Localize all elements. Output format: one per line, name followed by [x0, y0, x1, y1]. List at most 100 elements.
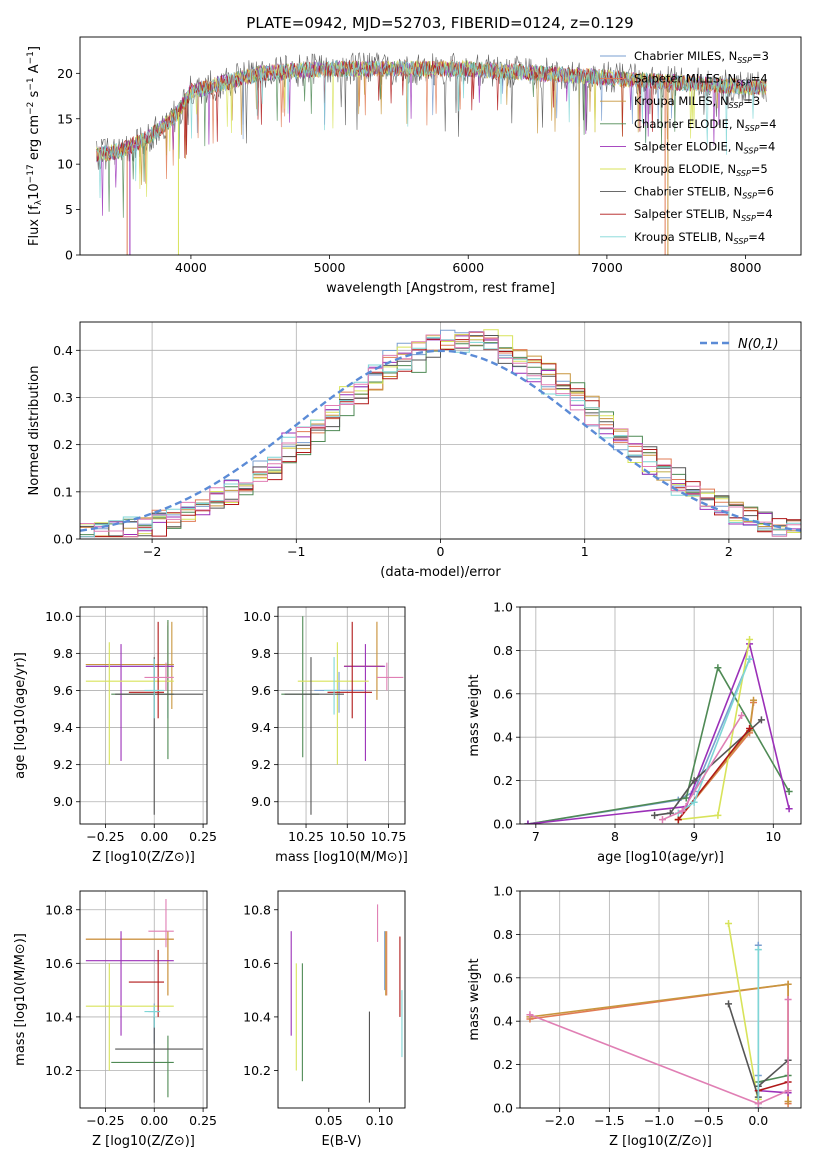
axes-frame	[277, 890, 406, 1109]
weight-marker	[651, 811, 659, 819]
plot-area-mass-vs-Z	[85, 899, 204, 1103]
weight-marker	[784, 980, 792, 988]
y-tick-label: 0	[65, 248, 73, 263]
hist-step-chabrier-miles	[80, 329, 801, 538]
axes-frame	[519, 890, 802, 1109]
x-tick-label: 10.50	[329, 829, 365, 844]
chart-age-vs-mass: 10.25 10.50 10.75 9.0 9.2 9.4 9.6 9.8 10.0 mass […	[243, 606, 408, 865]
x-tick-label: 10.25	[288, 829, 324, 844]
y-tick-label: 0.4	[53, 343, 73, 358]
x-axis-label: E(B-V)	[321, 1134, 361, 1149]
x-tick-label: −0.25	[86, 1113, 124, 1128]
x-tick-label: 8000	[730, 260, 762, 275]
weight-line-salpeter-elodie	[527, 641, 790, 824]
legend-value: =5	[751, 162, 768, 176]
legend-text: Chabrier MILES, N	[634, 49, 737, 63]
legend-value: =6	[757, 185, 774, 199]
legend-value: =4	[758, 139, 775, 153]
x-tick-label: −1.5	[594, 1113, 624, 1128]
x-tick-label: 0.0	[748, 1113, 768, 1128]
y-tick-label: 9.2	[53, 757, 73, 772]
legend-entry: Chabrier STELIB, NSSP=6	[634, 185, 774, 201]
y-axis-label-part: −1	[26, 77, 36, 90]
y-axis-label-part: s	[27, 90, 42, 101]
axes-frame	[79, 606, 208, 825]
chart-residual-hist: N(0,1) −2 −1 0 1 2 0.0 0.1 0.2 0.3 0.4 (data-model)…	[27, 321, 802, 580]
y-tick-label: 15	[57, 111, 73, 126]
y-tick-label: 9.8	[53, 646, 73, 661]
x-axis-label: Z [log10(Z/Z⊙)]	[609, 1134, 712, 1149]
y-axis-label: mass [log10(M/M⊙)]	[13, 933, 28, 1066]
legend-entry: Salpeter MILES, NSSP=4	[634, 72, 768, 88]
legend-entry: Chabrier MILES, NSSP=3	[634, 49, 769, 65]
legend-value: =4	[760, 117, 777, 131]
chart-age-vs-Z: −0.25 0.00 0.25 9.0 9.2 9.4 9.6 9.8 10.0 Z [log10…	[13, 606, 217, 865]
x-tick-label: 0.00	[140, 829, 168, 844]
spectrum-line-kroupa-stelib	[96, 59, 767, 199]
legend-subscript: SSP	[737, 56, 752, 65]
y-axis-label-part: −1	[26, 51, 36, 64]
y-tick-label: 9.2	[251, 757, 271, 772]
x-tick-label: 2	[725, 544, 733, 559]
x-tick-label: 1	[581, 544, 589, 559]
plot-area-mass-weight-vs-age	[524, 636, 793, 824]
legend-subscript: SSP	[741, 214, 756, 223]
x-tick-label: 7	[532, 829, 540, 844]
y-tick-label: 0.2	[53, 437, 73, 452]
chart-mass-weight-vs-Z: −2.0 −1.5 −1.0 −0.5 0.0 0.0 0.2 0.4 0.6 0.8 1.0 Z […	[467, 884, 802, 1149]
weight-marker	[746, 636, 754, 644]
y-tick-label: 10.0	[243, 609, 271, 624]
legend-value: =3	[743, 94, 760, 108]
y-tick-label: 9.6	[53, 683, 73, 698]
legend-subscript: SSP	[745, 124, 760, 133]
spectrum-line-salpeter-stelib	[96, 59, 767, 162]
y-axis-label: mass weight	[467, 674, 482, 756]
legend-text: Salpeter STELIB, N	[634, 207, 741, 221]
legend-entry: Kroupa STELIB, NSSP=4	[634, 230, 765, 246]
x-axis-label: Z [log10(Z/Z⊙)]	[92, 1134, 195, 1149]
y-axis-label: age [log10(age/yr)]	[13, 652, 28, 779]
weight-marker	[725, 1000, 733, 1008]
x-tick-label: 0.25	[189, 1113, 217, 1128]
x-axis-label: mass [log10(M/M⊙)]	[275, 850, 408, 865]
y-axis-label-part: ]	[27, 46, 42, 51]
legend-subscript: SSP	[729, 101, 744, 110]
chart-mass-vs-Z: −0.25 0.00 0.25 10.2 10.4 10.6 10.8 Z [log10(Z/…	[13, 890, 217, 1149]
legend-text: Salpeter MILES, N	[634, 72, 736, 86]
y-tick-label: 10	[57, 157, 73, 172]
weight-marker	[750, 696, 758, 704]
y-tick-label: 0.6	[493, 970, 513, 985]
y-tick-label: 0.4	[493, 1014, 513, 1029]
y-axis-label-part: Flux [f	[27, 205, 42, 246]
weight-marker	[690, 798, 698, 806]
legend-subscript: SSP	[736, 169, 751, 178]
plot-area-mass-weight-vs-Z	[526, 920, 792, 1108]
x-axis-label: age [log10(age/yr)]	[597, 850, 724, 865]
plot-area-age-vs-mass	[281, 616, 404, 815]
plot-area-mass-vs-EBV	[290, 904, 403, 1103]
legend-value: =4	[751, 72, 768, 86]
x-tick-label: 7000	[591, 260, 623, 275]
weight-marker	[784, 996, 792, 1003]
x-tick-label: −2.0	[545, 1113, 575, 1128]
hist-step-salpeter-stelib	[80, 331, 801, 538]
y-tick-label: 10.6	[45, 956, 73, 971]
x-tick-label: 0.00	[140, 1113, 168, 1128]
legend-subscript: SSP	[736, 79, 751, 88]
y-tick-label: 9.8	[251, 646, 271, 661]
weight-marker	[754, 946, 762, 954]
weight-marker	[757, 716, 765, 724]
legend-text: Kroupa STELIB, N	[634, 230, 734, 244]
chart-mass-vs-EBV: 0.05 0.10 10.2 10.4 10.6 10.8 E(B-V)	[243, 890, 406, 1149]
y-tick-label: 1.0	[493, 884, 513, 899]
legend-value: =4	[756, 207, 773, 221]
x-tick-label: −0.25	[86, 829, 124, 844]
weight-line-chabrier-elodie	[527, 665, 790, 824]
weight-line-chabrier-elodie	[758, 1074, 789, 1083]
weight-marker	[526, 1011, 534, 1019]
y-tick-label: 0.2	[493, 773, 513, 788]
legend-value: =4	[748, 230, 765, 244]
